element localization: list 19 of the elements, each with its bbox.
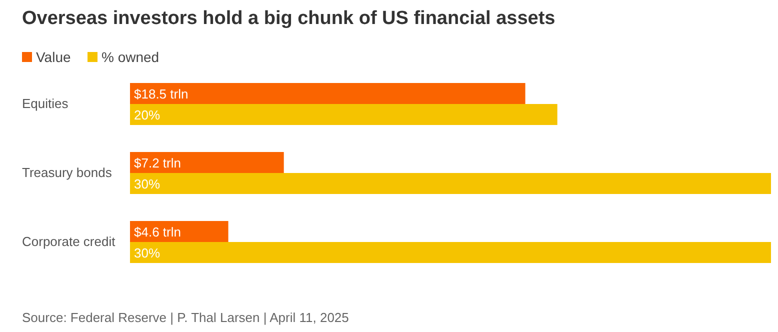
data-label: 30% <box>134 246 160 260</box>
data-label: 20% <box>134 108 160 122</box>
y-tick-label: Treasury bonds <box>22 165 112 180</box>
source-note: Source: Federal Reserve | P. Thal Larsen | April 11, 2025 <box>22 310 349 325</box>
bar <box>130 173 771 194</box>
bar <box>130 104 558 125</box>
chart-title: Overseas investors hold a big chunk of US financial assets <box>22 8 556 29</box>
data-label: $7.2 trln <box>134 156 181 170</box>
legend-label: Value <box>36 49 71 65</box>
bar <box>130 83 526 104</box>
bar <box>130 242 771 263</box>
y-tick-label: Equities <box>22 96 69 111</box>
data-label: $4.6 trln <box>134 224 181 240</box>
bar <box>130 152 284 173</box>
data-label: $18.5 trln <box>134 86 188 102</box>
data-label: 30% <box>134 176 160 192</box>
legend-label: % owned <box>102 49 160 65</box>
bar <box>130 221 228 242</box>
y-tick-label: Corporate credit <box>22 234 116 249</box>
